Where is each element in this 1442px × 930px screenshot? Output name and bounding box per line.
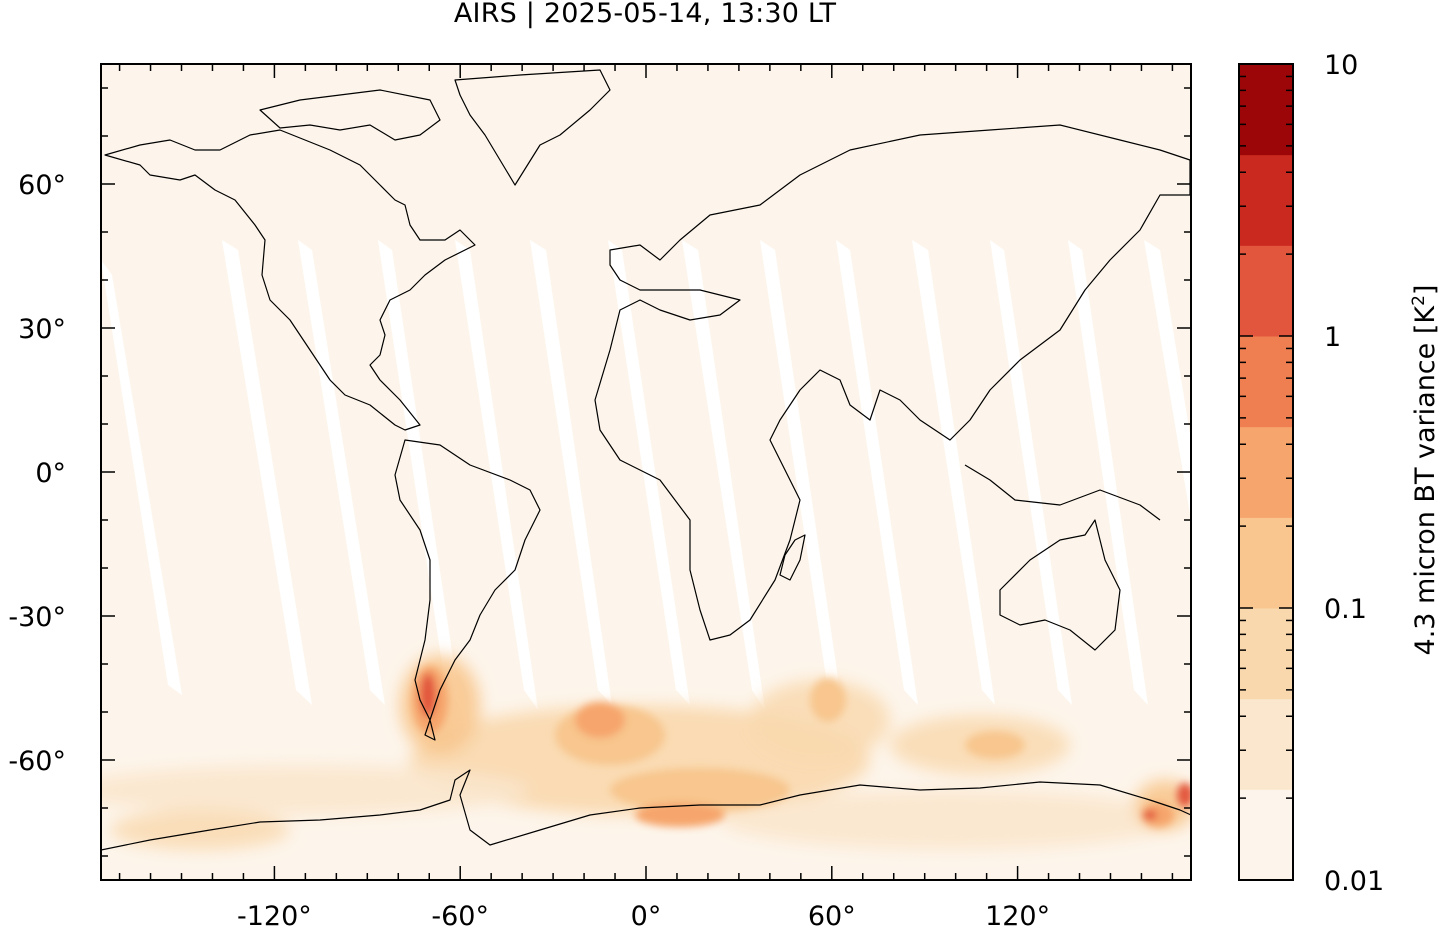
colorbar-segment (1239, 789, 1293, 881)
x-tick-label: -60° (431, 901, 489, 930)
coast-antarctica (101, 769, 1191, 851)
colorbar-title-sup: 2 (1409, 295, 1429, 306)
colorbar-tick-label: 0.01 (1324, 866, 1384, 897)
coast-indonesia (964, 464, 1161, 521)
variance-field (101, 655, 1191, 850)
coast-arctic-islands (259, 89, 441, 141)
colorbar-segment (1239, 336, 1293, 428)
coastlines (101, 69, 1191, 851)
colorbar: 10 1 0.1 0.01 (1238, 50, 1384, 897)
plot-title: AIRS | 2025-05-14, 13:30 LT (453, 0, 837, 29)
colorbar-title-main: 4.3 micron BT variance [K (1410, 305, 1441, 656)
colorbar-segment (1239, 608, 1293, 700)
colorbar-title: 4.3 micron BT variance [K2] (1409, 285, 1441, 656)
coast-north-america (104, 129, 476, 431)
x-tick-label: 120° (985, 901, 1050, 930)
y-tick-label: 0° (35, 458, 66, 489)
colorbar-frame (1238, 63, 1294, 881)
x-tick-label: 0° (631, 901, 662, 930)
colorbar-title-end: ] (1410, 284, 1441, 296)
y-tick-label: 30° (18, 314, 66, 345)
coast-australia (999, 519, 1121, 651)
coast-greenland (454, 69, 611, 186)
colorbar-segment (1239, 517, 1293, 609)
colorbar-segment (1239, 245, 1293, 337)
y-tick-label: -30° (8, 602, 66, 633)
colorbar-segment (1239, 154, 1293, 246)
coast-africa-eurasia (594, 124, 1191, 641)
colorbar-tick-label: 1 (1324, 322, 1341, 353)
map-axes: 60° 30° 0° -30° -60° -120° -60° 0° 60° 120° (8, 64, 1191, 930)
coast-south-america (394, 439, 541, 741)
colorbar-segment (1239, 64, 1293, 156)
colorbar-tick-label: 10 (1324, 50, 1358, 81)
colorbar-segment (1239, 698, 1293, 790)
colorbar-segment (1239, 426, 1293, 518)
x-tick-label: -120° (237, 901, 312, 930)
x-tick-label: 60° (808, 901, 856, 930)
y-tick-label: -60° (8, 746, 66, 777)
colorbar-tick-label: 0.1 (1324, 594, 1367, 625)
y-tick-label: 60° (18, 170, 66, 201)
coast-madagascar (779, 534, 806, 581)
